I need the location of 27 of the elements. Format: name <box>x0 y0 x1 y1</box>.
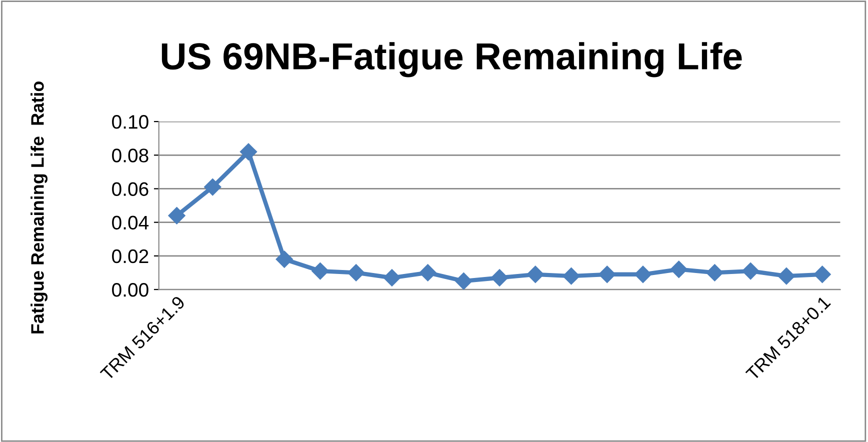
y-tick-label: 0.10 <box>112 115 148 129</box>
y-axis-title: Fatigue Remaining Life Ratio <box>30 82 48 334</box>
y-tick-label: 0.02 <box>112 249 148 264</box>
point <box>240 143 258 160</box>
point <box>670 260 688 278</box>
point <box>634 266 652 283</box>
point <box>742 262 760 280</box>
point <box>276 250 293 268</box>
point <box>204 178 222 196</box>
chart-title: US 69NB-Fatigue Remaining Life <box>162 42 742 78</box>
point <box>706 264 724 282</box>
point <box>598 266 616 283</box>
point <box>419 264 436 282</box>
point <box>490 269 508 286</box>
point <box>348 264 365 282</box>
y-tick-label: 0.06 <box>112 182 148 196</box>
y-tick-label: 0.00 <box>112 282 148 297</box>
point <box>778 268 795 285</box>
point <box>168 207 186 224</box>
y-tick-label: 0.08 <box>112 148 148 162</box>
point <box>312 262 329 280</box>
point <box>814 266 831 283</box>
point <box>562 268 580 285</box>
y-tick-label: 0.04 <box>112 216 149 230</box>
point <box>526 266 544 283</box>
point <box>383 269 400 286</box>
point <box>455 272 472 290</box>
